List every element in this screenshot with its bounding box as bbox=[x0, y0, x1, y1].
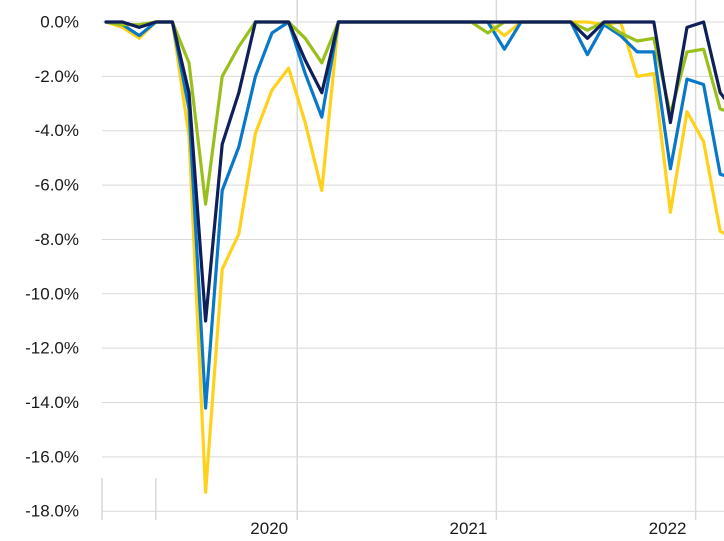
y-tick-label: -2.0% bbox=[35, 67, 79, 86]
series-line-4 bbox=[104, 20, 724, 323]
y-tick-label: -4.0% bbox=[35, 121, 79, 140]
series-line-3 bbox=[104, 20, 724, 206]
series-layer bbox=[104, 20, 724, 494]
x-tick-label: 2021 bbox=[449, 519, 487, 538]
grid-layer bbox=[101, 0, 724, 520]
x-tick-label: 2020 bbox=[250, 519, 288, 538]
y-tick-label: 0.0% bbox=[40, 13, 79, 32]
y-tick-label: -12.0% bbox=[25, 339, 79, 358]
y-tick-label: -8.0% bbox=[35, 230, 79, 249]
y-axis-ticks: 0.0% -2.0% -4.0% -6.0% -8.0% -10.0% -12.0% -14.… bbox=[25, 13, 79, 521]
y-tick-label: -14.0% bbox=[25, 393, 79, 412]
y-tick-label: -10.0% bbox=[25, 284, 79, 303]
x-tick-label: 2022 bbox=[649, 519, 687, 538]
y-tick-label: -16.0% bbox=[25, 447, 79, 466]
y-tick-label: -18.0% bbox=[25, 502, 79, 521]
x-axis-ticks: 2020 2021 2022 bbox=[250, 519, 686, 538]
y-tick-label: -6.0% bbox=[35, 176, 79, 195]
